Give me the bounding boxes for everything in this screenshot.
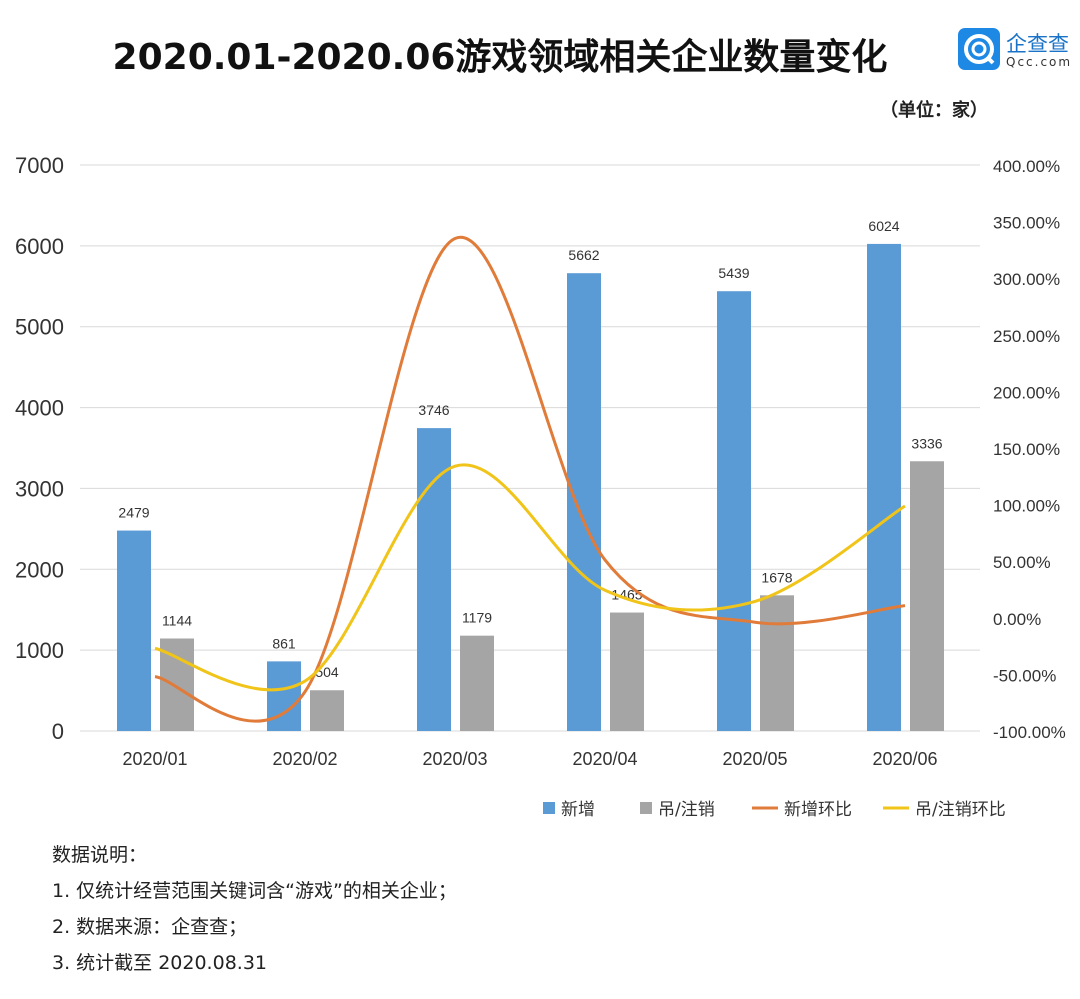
data-label: 5662 (568, 247, 599, 263)
y-tick-label: 2000 (15, 557, 64, 582)
legend-label: 吊/注销环比 (915, 800, 1006, 820)
y-tick-label: 1000 (15, 638, 64, 663)
bar-new (867, 243, 901, 731)
y2-tick-label: -50.00% (993, 666, 1056, 685)
unit-label: （单位：家） (880, 100, 988, 121)
bar-new (717, 291, 751, 731)
bar-cancelled (610, 612, 644, 731)
y-tick-label: 4000 (15, 396, 64, 421)
y2-tick-label: 200.00% (993, 383, 1060, 402)
data-label: 1179 (462, 610, 492, 626)
data-label: 6024 (868, 218, 899, 234)
y2-tick-label: 100.00% (993, 497, 1060, 516)
legend-label: 吊/注销 (658, 800, 715, 820)
data-label: 861 (272, 635, 296, 651)
chart-title: 2020.01-2020.06游戏领域相关企业数量变化 (112, 37, 888, 78)
y2-tick-label: 150.00% (993, 440, 1060, 459)
data-label: 3746 (418, 402, 449, 418)
logo-q-icon (958, 28, 1000, 70)
y-tick-label: 0 (52, 719, 64, 744)
y-tick-label: 6000 (15, 234, 64, 259)
y-tick-label: 7000 (15, 153, 64, 178)
bar-cancelled (910, 461, 944, 731)
x-tick-label: 2020/04 (572, 749, 637, 769)
data-label: 2479 (118, 505, 149, 521)
bar-cancelled (760, 595, 794, 731)
note-1: 1. 仅统计经营范围关键词含“游戏”的相关企业； (52, 880, 457, 902)
y2-tick-label: 0.00% (993, 610, 1041, 629)
data-label: 3336 (911, 435, 942, 451)
bar-cancelled (310, 690, 344, 731)
y2-tick-label: 400.00% (993, 157, 1060, 176)
note-heading: 数据说明： (52, 844, 148, 866)
x-tick-label: 2020/06 (872, 749, 937, 769)
bar-new (417, 428, 451, 731)
logo-domain: Qcc.com (1006, 55, 1073, 69)
y-tick-label: 5000 (15, 315, 64, 340)
x-tick-label: 2020/05 (722, 749, 787, 769)
legend-swatch (543, 802, 555, 814)
line-cancelled-mom (154, 463, 906, 692)
x-tick-label: 2020/02 (272, 749, 337, 769)
data-label: 5439 (718, 265, 749, 281)
note-3: 3. 统计截至 2020.08.31 (52, 952, 267, 974)
y2-tick-label: 300.00% (993, 270, 1060, 289)
qcc-logo: 企查查 Qcc.com (958, 28, 1078, 74)
legend-label: 新增环比 (784, 800, 852, 820)
logo-name: 企查查 (1006, 32, 1069, 56)
bar-new (267, 661, 301, 731)
y-tick-label: 3000 (15, 476, 64, 501)
line-new-mom (154, 235, 906, 723)
data-label: 1144 (162, 612, 192, 628)
y2-tick-label: -100.00% (993, 723, 1066, 742)
data-label: 1678 (761, 569, 792, 585)
y2-tick-label: 350.00% (993, 214, 1060, 233)
bar-new (117, 530, 151, 731)
x-tick-label: 2020/03 (422, 749, 487, 769)
y2-tick-label: 50.00% (993, 553, 1051, 572)
legend-swatch (640, 802, 652, 814)
bar-cancelled (460, 635, 494, 731)
legend-label: 新增 (561, 800, 595, 820)
bar-new (567, 273, 601, 731)
x-tick-label: 2020/01 (122, 749, 187, 769)
y2-tick-label: 250.00% (993, 327, 1060, 346)
note-2: 2. 数据来源：企查查； (52, 916, 248, 938)
plot-area: 0 1000 2000 3000 4000 5000 6000 7000 -100.00% -50… (15, 153, 1066, 820)
